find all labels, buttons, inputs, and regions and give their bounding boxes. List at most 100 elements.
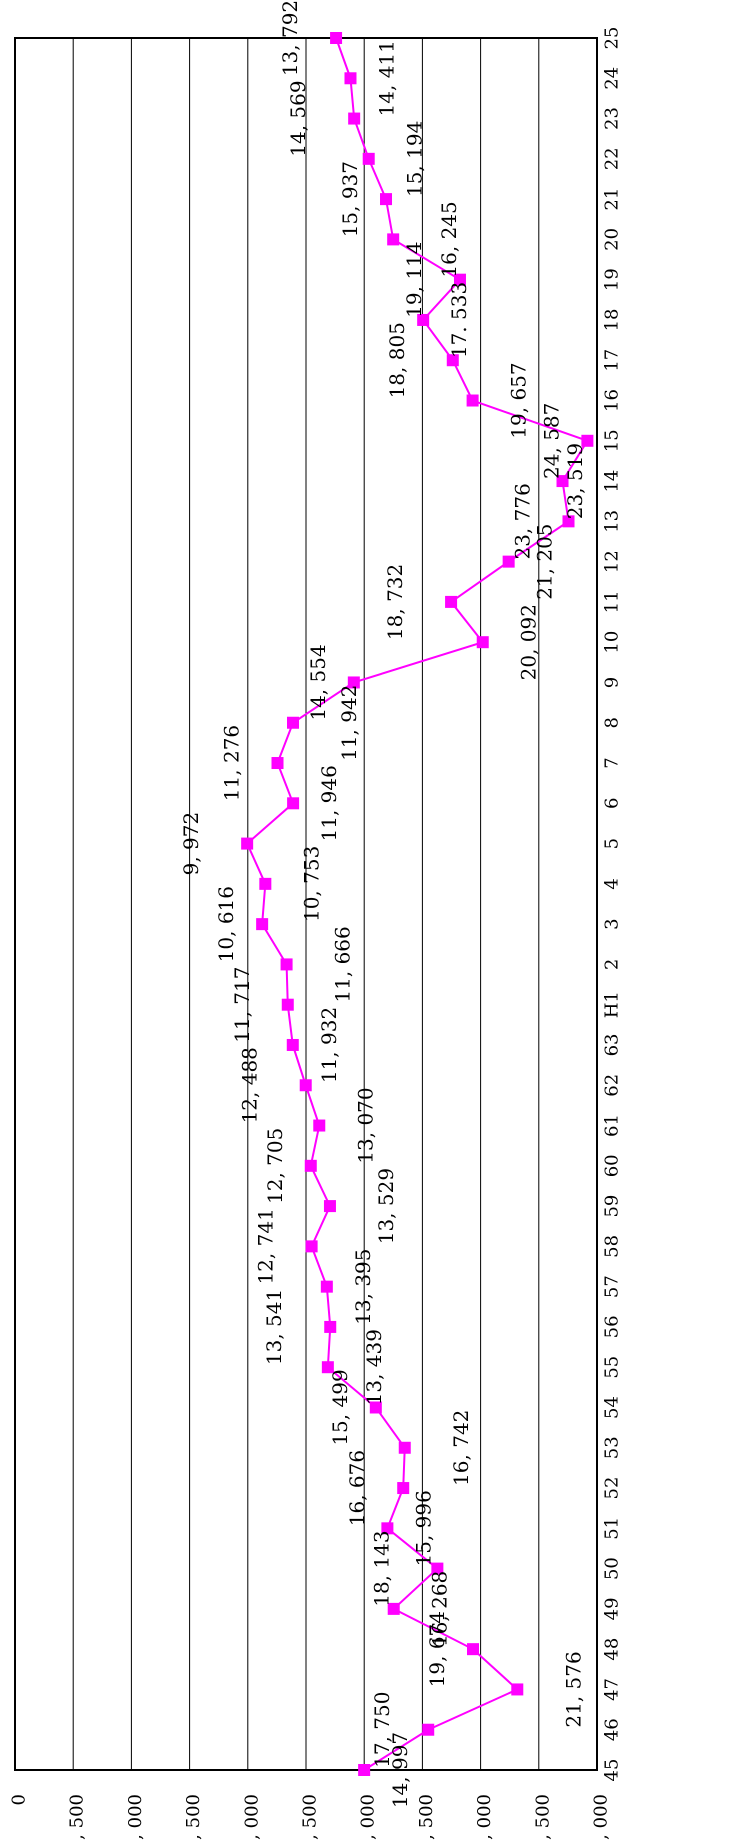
x-tick-label: 7: [602, 757, 623, 768]
y-tick-label: 10, 000: [241, 1794, 262, 1840]
data-label: 19, 114: [402, 242, 426, 318]
data-point: [330, 32, 343, 44]
x-tick-label: 15: [602, 429, 623, 452]
data-label: 21, 205: [533, 523, 557, 599]
x-tick-label: 49: [602, 1597, 623, 1620]
x-tick-label: 13: [602, 510, 623, 533]
data-point: [287, 716, 300, 729]
data-label: 18, 805: [385, 322, 409, 398]
series-line: [241, 32, 594, 1776]
data-point: [397, 1482, 410, 1495]
x-tick-label: 5: [602, 838, 623, 849]
data-label: 12, 705: [263, 1128, 287, 1204]
x-tick-label: 55: [602, 1356, 623, 1379]
x-tick-label: 57: [602, 1275, 623, 1298]
y-tick-label: 12, 500: [300, 1794, 321, 1840]
x-tick-label: 62: [602, 1074, 623, 1097]
data-point: [305, 1240, 318, 1253]
data-point: [344, 72, 357, 85]
data-label: 15, 499: [328, 1369, 352, 1445]
y-tick-label: 7, 500: [183, 1794, 204, 1840]
data-label: 13, 070: [353, 1087, 377, 1163]
y-tick-label: 25, 000: [591, 1794, 612, 1840]
data-point: [281, 998, 294, 1011]
data-label: 18, 143: [369, 1530, 393, 1606]
data-point: [304, 1159, 317, 1172]
data-label: 10, 616: [214, 886, 238, 962]
data-point: [422, 1723, 435, 1736]
x-tick-label: 60: [602, 1154, 623, 1177]
data-label: 20, 092: [517, 604, 541, 680]
data-point: [348, 112, 361, 125]
data-label: 15, 996: [411, 1490, 435, 1566]
data-point: [362, 152, 375, 165]
data-point: [369, 1401, 382, 1414]
data-point: [299, 1079, 312, 1092]
grid-lines: [72, 38, 540, 1770]
data-label: 11, 276: [220, 725, 244, 801]
data-point: [347, 676, 360, 689]
y-tick-label: 17, 500: [416, 1794, 437, 1840]
data-point: [287, 797, 300, 810]
x-tick-label: 8: [602, 717, 623, 728]
y-tick-label: 22, 500: [532, 1794, 553, 1840]
x-tick-label: 54: [602, 1396, 623, 1419]
data-point: [387, 1602, 400, 1615]
data-point: [556, 475, 569, 488]
data-point: [562, 515, 575, 528]
x-tick-label: 19: [602, 268, 623, 291]
x-tick-label: 50: [602, 1557, 623, 1580]
data-label: 14, 997: [388, 1732, 412, 1808]
data-label: 17. 533: [447, 282, 471, 358]
x-tick-label: 20: [602, 228, 623, 251]
data-point: [256, 918, 269, 931]
data-label: 16, 268: [428, 1571, 452, 1647]
x-tick-label: 16: [602, 389, 623, 412]
data-label: 11, 946: [317, 765, 341, 841]
data-point: [453, 273, 466, 286]
x-tick-label: 22: [602, 147, 623, 170]
data-label: 12, 741: [254, 1208, 278, 1284]
x-tick-label: 21: [602, 188, 623, 211]
x-tick-label: 6: [602, 798, 623, 809]
data-label: 11, 932: [317, 1007, 341, 1083]
data-label: 11, 942: [337, 685, 361, 761]
data-label: 17, 750: [370, 1692, 394, 1768]
data-point: [380, 193, 393, 206]
y-tick-label: 0: [9, 1794, 30, 1805]
data-point: [320, 1280, 333, 1293]
data-label: 10, 753: [299, 846, 323, 922]
x-tick-label: 18: [602, 309, 623, 332]
x-tick-label: 3: [602, 918, 623, 929]
data-point: [286, 1038, 299, 1051]
data-point: [324, 1320, 337, 1333]
data-point: [466, 394, 479, 407]
data-point: [431, 1562, 444, 1575]
x-tick-label: 46: [602, 1718, 623, 1741]
data-point: [445, 595, 458, 608]
x-tick-label: 59: [602, 1195, 623, 1218]
x-tick-label: 24: [602, 67, 623, 90]
x-tick-label: 12: [602, 550, 623, 573]
data-label: 21, 576: [561, 1651, 585, 1727]
plot-frame: [14, 37, 598, 1771]
data-label: 14, 411: [374, 40, 398, 116]
data-label: 18, 732: [383, 564, 407, 640]
data-point: [417, 313, 430, 326]
data-label: 15, 194: [403, 121, 427, 197]
x-tick-label: 58: [602, 1235, 623, 1258]
data-point: [280, 958, 293, 971]
x-axis-ticks: 45464748495051525354555657585960616263H1…: [602, 27, 623, 1782]
data-label: 15, 937: [338, 161, 362, 237]
data-label: 16, 245: [437, 201, 461, 277]
data-label: 13, 395: [351, 1248, 375, 1324]
data-point: [313, 1119, 326, 1132]
data-label: 13, 541: [262, 1289, 286, 1365]
data-point: [476, 636, 489, 649]
data-label: 14, 554: [306, 644, 330, 720]
x-tick-label: 61: [602, 1114, 623, 1137]
y-tick-label: 20, 000: [474, 1794, 495, 1840]
x-tick-label: 56: [602, 1315, 623, 1338]
data-point: [271, 757, 284, 770]
